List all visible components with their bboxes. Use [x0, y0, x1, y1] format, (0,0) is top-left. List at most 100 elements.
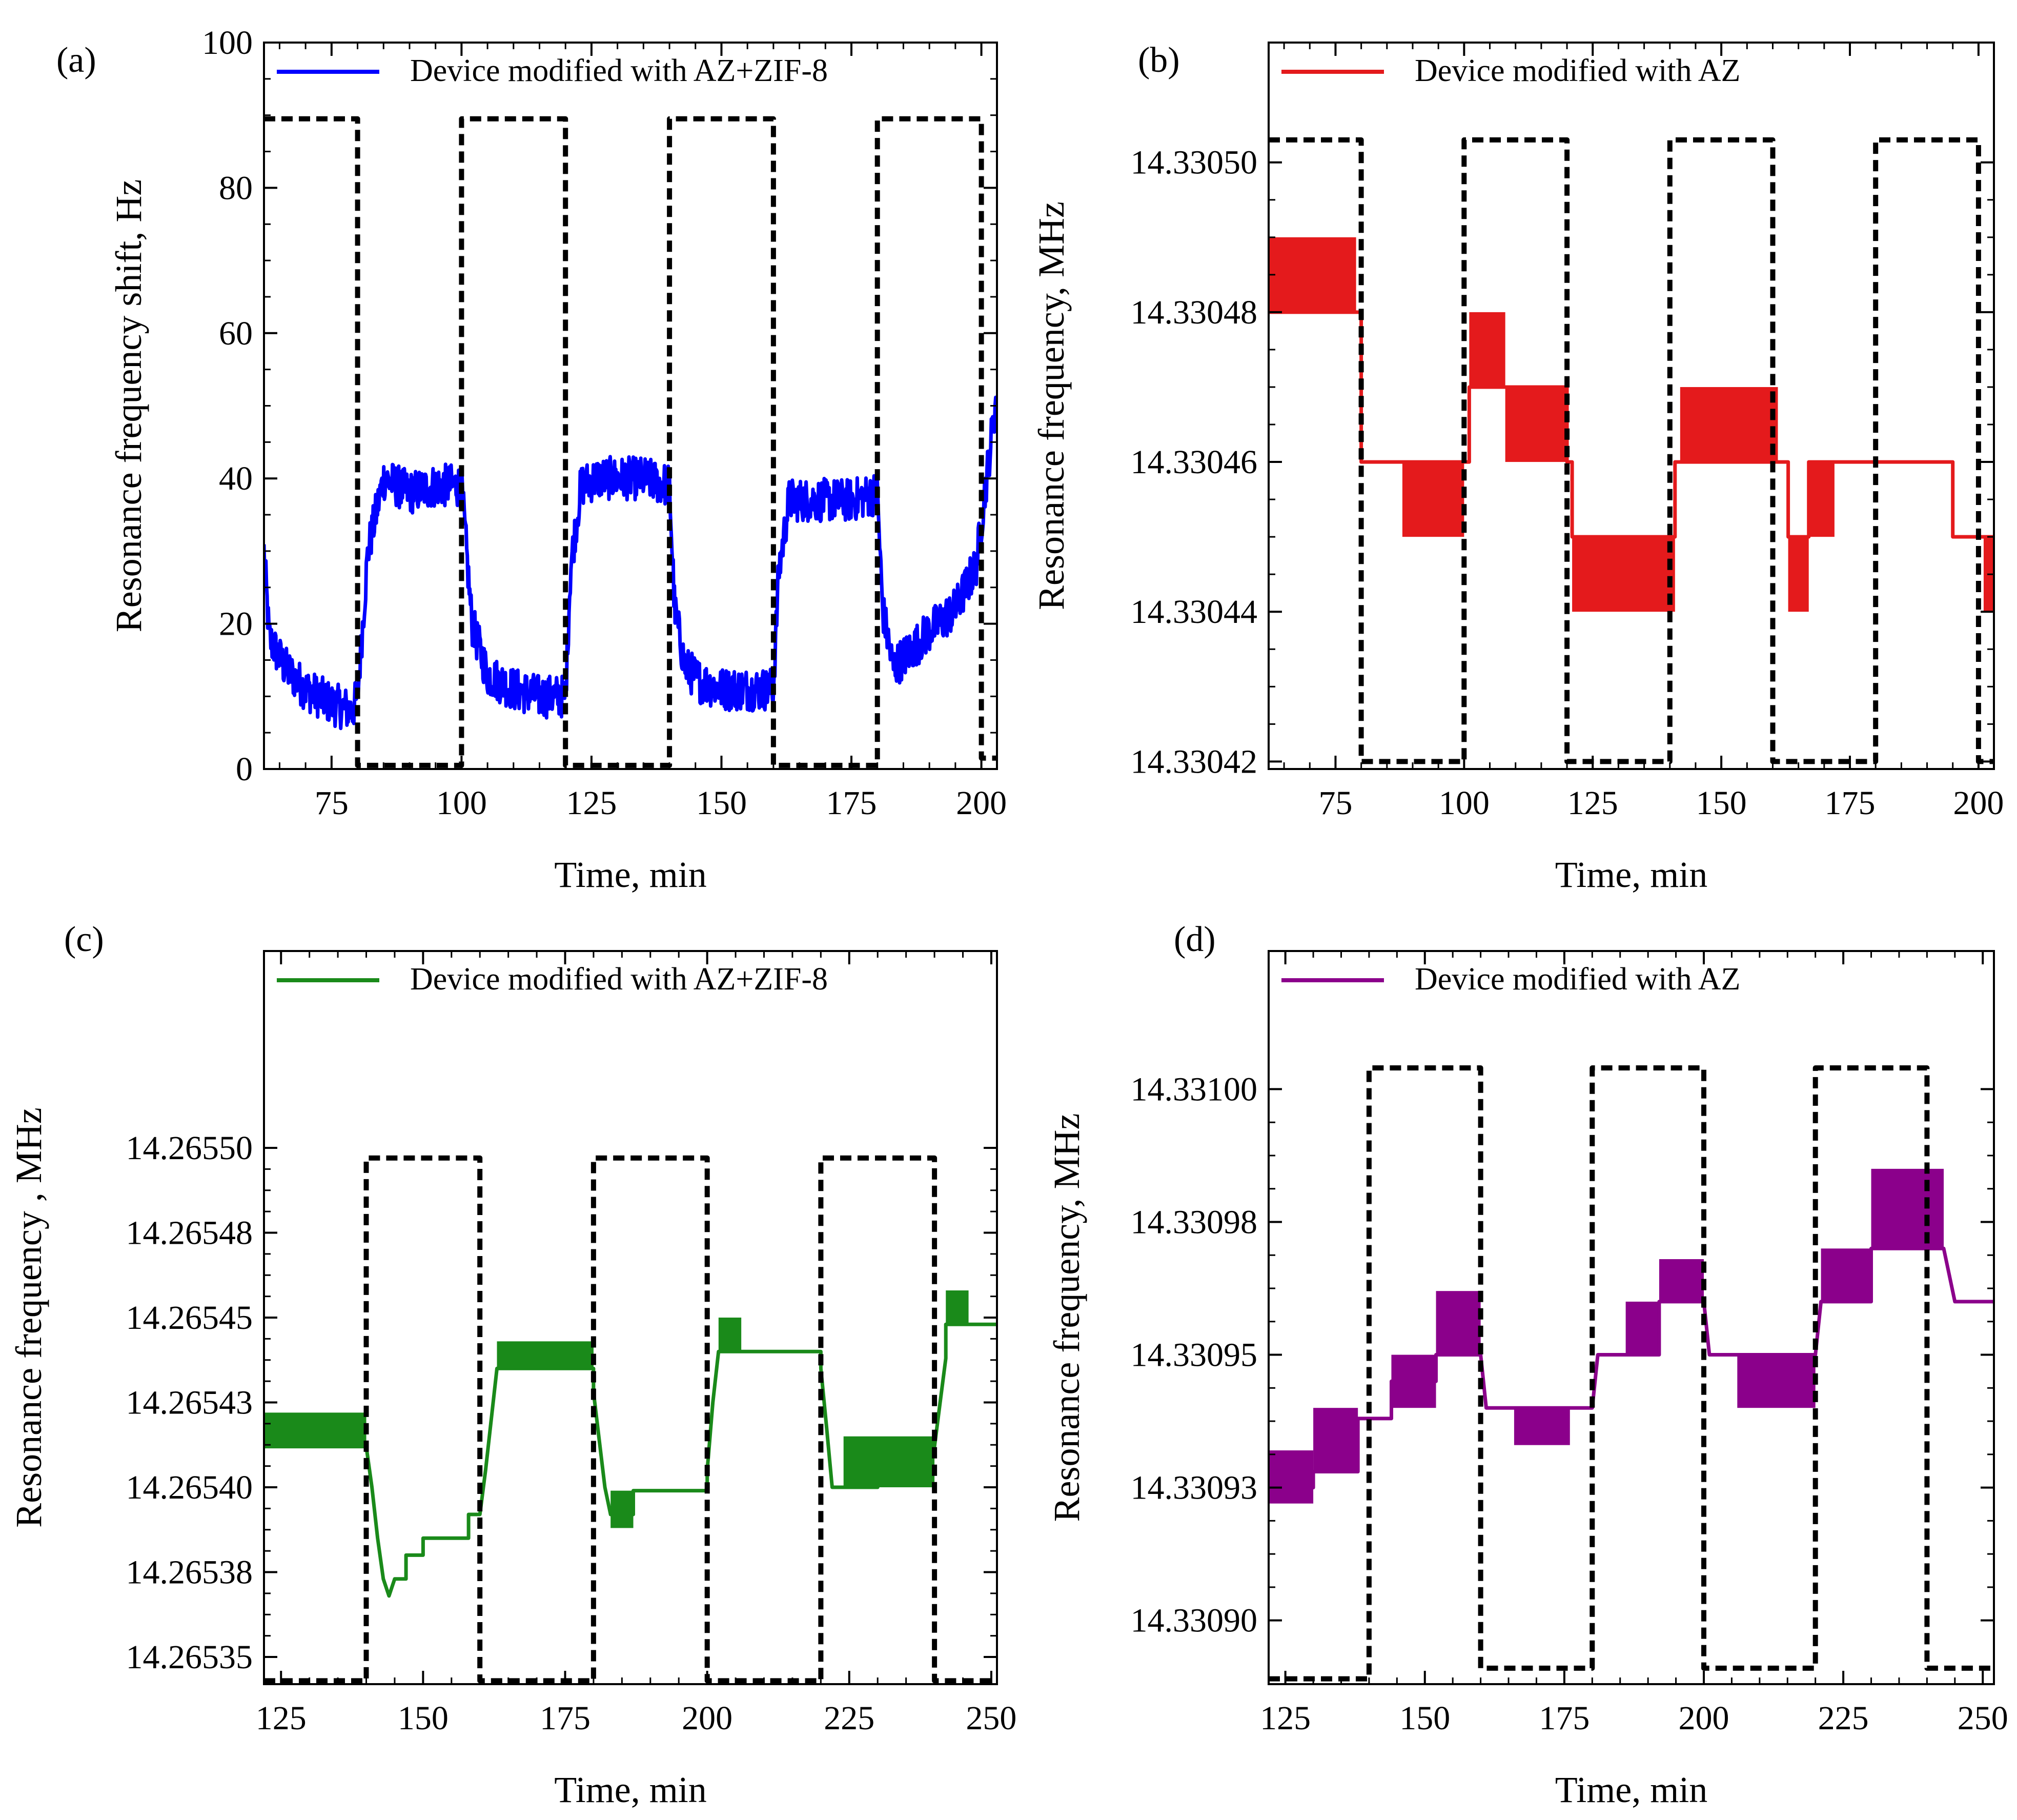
- panel-c-noise-band: [497, 1341, 594, 1369]
- panel-b-noise-band: [1680, 387, 1778, 462]
- panel-c-y-tick-label: 14.26540: [126, 1469, 253, 1506]
- panel-a-y-tick-label: 20: [219, 605, 253, 643]
- panel-a-y-tick-label: 80: [219, 169, 253, 207]
- panel-a-y-tick-label: 40: [219, 460, 253, 497]
- panel-d-y-tick-label: 14.33098: [1131, 1203, 1258, 1241]
- panel-b-noise-band: [1469, 312, 1505, 387]
- panel-d-noise-band: [1514, 1408, 1570, 1445]
- panel-d-x-axis-title: Time, min: [1555, 1769, 1707, 1810]
- panel-a-label: (a): [56, 41, 96, 80]
- panel-a-y-tick-label: 60: [219, 315, 253, 352]
- panel-c-axes-frame: [263, 950, 998, 1685]
- panel-c-chart: 125 150 175 200 225 250 14.26535 14.26538 14.265…: [8, 920, 1016, 1810]
- panel-d-noise-band: [1659, 1259, 1704, 1302]
- panel-c-x-tick-label: 175: [540, 1700, 590, 1737]
- panel-c-y-tick-label: 14.26543: [126, 1384, 253, 1422]
- panel-a-legend-label: Device modified with AZ+ZIF-8: [410, 53, 828, 88]
- panel-c-y-tick-label: 14.26538: [126, 1554, 253, 1591]
- panel-b-y-tick-label: 14.33050: [1131, 144, 1258, 181]
- panel-a-pulse-line: [264, 116, 997, 768]
- panel-b-y-axis-title: Resonance frequency, MHz: [1031, 201, 1072, 610]
- panel-d-noise-band: [1313, 1408, 1358, 1472]
- panel-c-x-tick-label: 225: [824, 1700, 874, 1737]
- panel-c-noise-band: [718, 1318, 742, 1352]
- panel-d-noise-band: [1821, 1248, 1871, 1302]
- panel-a-chart: 75 100 125 150 175 200 0 20 40 60 80 100 Time, min Re…: [56, 24, 1007, 895]
- panel-c-y-tick-label: 14.26545: [126, 1299, 253, 1337]
- panel-c-noise-band: [843, 1436, 935, 1488]
- panel-b-pulse-line: [1269, 137, 1994, 764]
- panel-b-x-tick-label: 125: [1567, 784, 1618, 822]
- panel-a-x-tick-label: 200: [956, 784, 1007, 822]
- panel-d-noise-band: [1436, 1291, 1481, 1355]
- panel-b-x-tick-label: 150: [1696, 784, 1747, 822]
- panel-c-noise-band: [946, 1290, 969, 1325]
- panel-c-pulse-line: [264, 1155, 997, 1684]
- panel-b-x-tick-label: 175: [1825, 784, 1876, 822]
- panel-b-noise-band: [1269, 237, 1356, 312]
- panel-b-noise-band: [1505, 387, 1567, 462]
- panel-d-y-tick-label: 14.33093: [1131, 1469, 1258, 1507]
- panel-b-y-tick-label: 14.33044: [1131, 593, 1258, 631]
- panel-d-x-tick-label: 200: [1679, 1700, 1729, 1737]
- panel-c-y-tick-label: 14.26550: [126, 1129, 253, 1167]
- panel-d-series-line: [1269, 1246, 1994, 1490]
- panel-b-series-line: [1269, 310, 1994, 539]
- panel-c-y-axis-title: Resonance frequency , MHz: [8, 1107, 49, 1528]
- panel-d-y-tick-label: 14.33095: [1131, 1337, 1258, 1374]
- panel-c-x-axis-title: Time, min: [554, 1769, 706, 1810]
- panel-c-legend-label: Device modified with AZ+ZIF-8: [410, 962, 828, 997]
- panel-b-noise-band: [1572, 537, 1675, 612]
- panel-d-noise-band: [1737, 1354, 1816, 1408]
- panel-a-axes-frame: [263, 42, 998, 770]
- panel-c-y-tick-label: 14.26548: [126, 1214, 253, 1251]
- panel-d-pulse-line: [1269, 1065, 1994, 1682]
- panel-d-x-tick-label: 250: [1958, 1700, 2008, 1737]
- panel-c-noise-band: [610, 1490, 634, 1528]
- panel-b-noise-band: [1788, 537, 1809, 612]
- panel-b-x-tick-label: 75: [1318, 784, 1352, 822]
- panel-b-y-tick-label: 14.33042: [1131, 743, 1258, 780]
- panel-d-y-tick-label: 14.33090: [1131, 1602, 1258, 1640]
- panel-a-plot-area: [264, 116, 997, 768]
- panel-a-y-axis-title: Resonance frequency shift, Hz: [108, 179, 149, 633]
- panel-a-x-tick-label: 100: [436, 784, 487, 822]
- panel-a-y-tick-label: 100: [202, 24, 253, 62]
- panel-d-axes-frame: [1268, 950, 1995, 1685]
- panel-a-x-tick-label: 175: [826, 784, 877, 822]
- panel-c-x-tick-label: 200: [682, 1700, 732, 1737]
- panel-b-noise-band: [1808, 462, 1835, 537]
- panel-b-legend-label: Device modified with AZ: [1415, 53, 1740, 88]
- panel-c-x-tick-label: 250: [966, 1700, 1016, 1737]
- panel-b-x-tick-label: 100: [1439, 784, 1490, 822]
- panel-d-x-tick-label: 225: [1818, 1700, 1869, 1737]
- panel-d-y-axis-title: Resonance frequency, MHz: [1046, 1114, 1087, 1522]
- panel-a-x-tick-label: 150: [696, 784, 747, 822]
- panel-a-series-line: [264, 395, 997, 731]
- panel-c-y-tick-label: 14.26535: [126, 1639, 253, 1676]
- panel-d-noise-band: [1871, 1168, 1944, 1249]
- panel-c-series-line: [264, 1322, 997, 1598]
- panel-c-x-tick-label: 125: [256, 1700, 307, 1737]
- panel-d-x-tick-label: 125: [1260, 1700, 1311, 1737]
- panel-b-y-tick-label: 14.33048: [1131, 294, 1258, 331]
- panel-b-axes-frame: [1268, 42, 1995, 770]
- panel-b-x-axis-title: Time, min: [1555, 854, 1707, 895]
- panel-b-chart: 75 100 125 150 175 200 14.33042 14.33044 14.3304…: [1031, 41, 2004, 895]
- panel-d-noise-band: [1269, 1450, 1314, 1504]
- panel-d-legend-label: Device modified with AZ: [1415, 962, 1740, 997]
- panel-b-plot-area: [1269, 137, 1994, 764]
- panel-d-x-tick-label: 150: [1399, 1700, 1450, 1737]
- panel-a-x-tick-label: 125: [566, 784, 617, 822]
- panel-a-y-tick-label: 0: [236, 751, 253, 788]
- panel-b-x-tick-label: 200: [1953, 784, 2004, 822]
- panel-d-y-tick-label: 14.33100: [1131, 1070, 1258, 1108]
- panel-d-label: (d): [1174, 920, 1216, 959]
- panel-d-plot-area: [1269, 1065, 1994, 1682]
- panel-d-chart: 125 150 175 200 225 250 14.33090 14.33093 14.330…: [1046, 920, 2008, 1810]
- panel-c-x-tick-label: 150: [398, 1700, 449, 1737]
- panel-a-x-tick-label: 75: [315, 784, 349, 822]
- panel-b-y-tick-label: 14.33046: [1131, 443, 1258, 481]
- panel-b-label: (b): [1138, 41, 1180, 80]
